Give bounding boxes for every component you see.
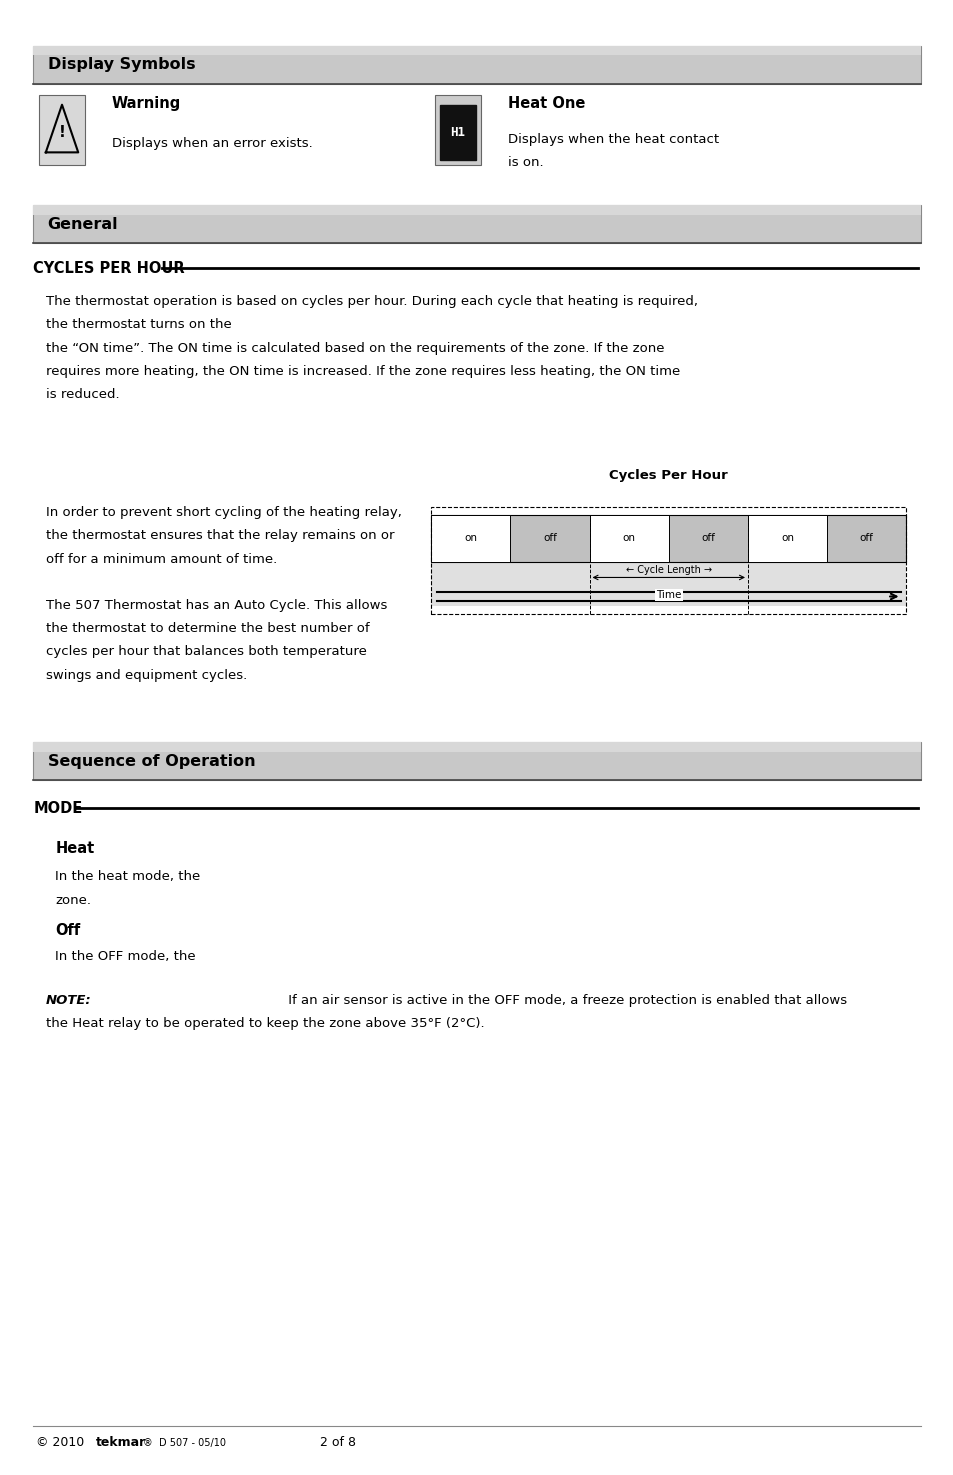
Text: the thermostat turns on the: the thermostat turns on the: [46, 319, 235, 332]
Text: In order to prevent short cycling of the heating relay,: In order to prevent short cycling of the…: [46, 506, 401, 519]
FancyBboxPatch shape: [33, 53, 920, 77]
Text: on: on: [622, 534, 635, 543]
Text: Sequence of Operation: Sequence of Operation: [48, 754, 255, 768]
Text: the “ON time”. The ON time is calculated based on the requirements of the zone. : the “ON time”. The ON time is calculated…: [46, 342, 663, 354]
Text: © 2010: © 2010: [36, 1437, 92, 1448]
Text: The thermostat operation is based on cycles per hour. During each cycle that hea: The thermostat operation is based on cyc…: [46, 295, 697, 308]
Bar: [39, 94, 85, 165]
FancyBboxPatch shape: [33, 205, 920, 243]
Text: is on.: is on.: [507, 156, 542, 170]
Text: CYCLES PER HOUR: CYCLES PER HOUR: [33, 261, 185, 276]
Text: Cycles Per Hour: Cycles Per Hour: [609, 469, 727, 482]
Text: NOTE:: NOTE:: [46, 994, 91, 1007]
Text: In the OFF mode, the: In the OFF mode, the: [55, 950, 200, 963]
Bar: [435, 94, 480, 165]
Text: the Heat relay to be operated to keep the zone above 35°F (2°C).: the Heat relay to be operated to keep th…: [46, 1018, 484, 1031]
Text: The 507 Thermostat has an Auto Cycle. This allows: The 507 Thermostat has an Auto Cycle. Th…: [46, 599, 387, 612]
Text: Warning: Warning: [112, 96, 181, 111]
Text: If an air sensor is active in the OFF mode, a freeze protection is enabled that : If an air sensor is active in the OFF mo…: [283, 994, 846, 1007]
FancyBboxPatch shape: [33, 742, 920, 752]
FancyBboxPatch shape: [33, 749, 920, 773]
FancyBboxPatch shape: [33, 46, 920, 84]
Text: off for a minimum amount of time.: off for a minimum amount of time.: [46, 553, 276, 565]
Bar: [431, 515, 510, 562]
FancyBboxPatch shape: [33, 742, 920, 780]
Bar: [747, 515, 826, 562]
Text: !: !: [58, 125, 66, 140]
Text: Displays when the heat contact: Displays when the heat contact: [507, 133, 718, 146]
Text: on: on: [781, 534, 793, 543]
Text: off: off: [542, 534, 557, 543]
Text: 2 of 8: 2 of 8: [319, 1437, 355, 1448]
Text: tekmar: tekmar: [95, 1437, 146, 1448]
Bar: [431, 507, 905, 614]
FancyBboxPatch shape: [33, 212, 920, 236]
Text: the thermostat to determine the best number of: the thermostat to determine the best num…: [46, 622, 369, 636]
Text: the thermostat ensures that the relay remains on or: the thermostat ensures that the relay re…: [46, 530, 394, 543]
Bar: [439, 105, 476, 159]
Text: cycles per hour that balances both temperature: cycles per hour that balances both tempe…: [46, 646, 366, 658]
Text: MODE: MODE: [33, 801, 83, 816]
Text: off: off: [700, 534, 715, 543]
Text: Heat: Heat: [55, 841, 94, 855]
Bar: [589, 515, 668, 562]
Text: ← Cycle Length →: ← Cycle Length →: [625, 565, 711, 574]
Text: Heat One: Heat One: [507, 96, 584, 111]
Text: Displays when an error exists.: Displays when an error exists.: [112, 137, 312, 150]
Bar: [431, 515, 905, 562]
Text: H1: H1: [450, 125, 465, 139]
Bar: [431, 562, 905, 606]
Text: on: on: [464, 534, 476, 543]
FancyBboxPatch shape: [33, 205, 920, 214]
Text: ®  D 507 - 05/10: ® D 507 - 05/10: [143, 1438, 226, 1447]
Text: Off: Off: [55, 923, 80, 938]
Text: swings and equipment cycles.: swings and equipment cycles.: [46, 668, 247, 681]
Text: General: General: [48, 217, 118, 232]
FancyBboxPatch shape: [33, 46, 920, 55]
Text: off: off: [859, 534, 873, 543]
Text: In the heat mode, the: In the heat mode, the: [55, 870, 205, 884]
Text: zone.: zone.: [55, 894, 91, 907]
Text: is reduced.: is reduced.: [46, 388, 119, 401]
Text: Display Symbols: Display Symbols: [48, 58, 195, 72]
Text: requires more heating, the ON time is increased. If the zone requires less heati: requires more heating, the ON time is in…: [46, 364, 679, 378]
Text: Time: Time: [656, 590, 680, 600]
